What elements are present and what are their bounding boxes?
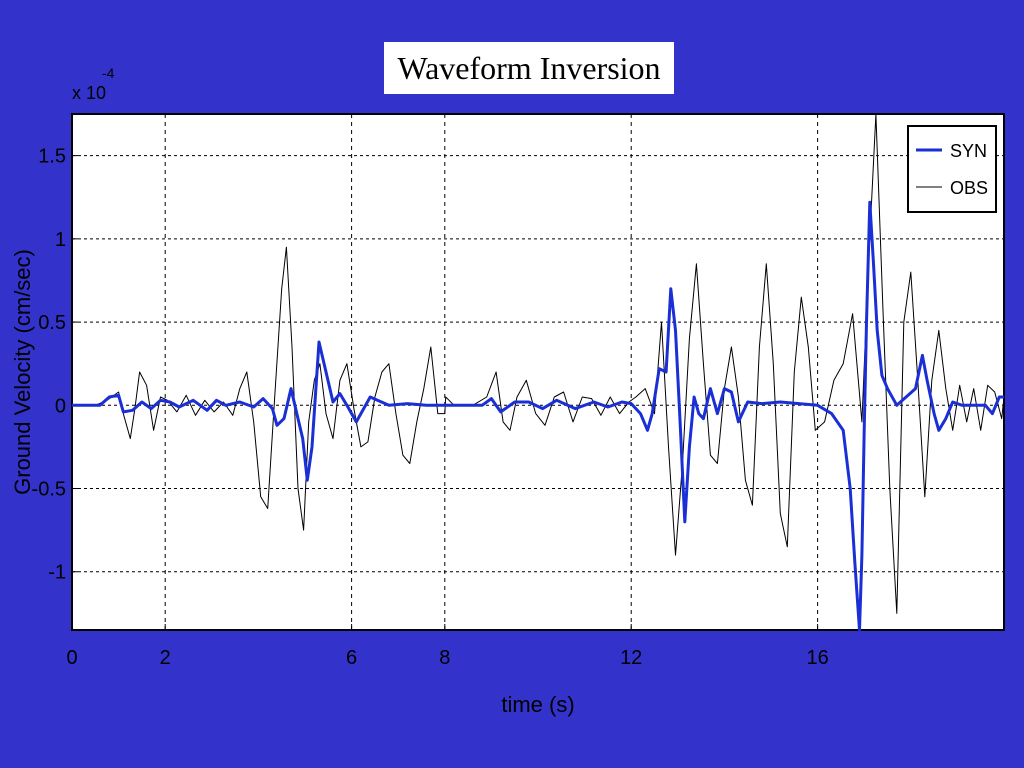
axis-ticks: 0 2 6 8 12 16 -1 -0.5 0 0.5 1 1.5 [32, 146, 829, 669]
x-tick-label: 2 [160, 647, 171, 669]
x-tick-label: 16 [806, 647, 828, 669]
y-axis-label: Ground Velocity (cm/sec) [10, 249, 35, 495]
y-tick-label: 1.5 [38, 146, 66, 168]
series-lines [72, 113, 1005, 632]
y-multiplier-label: x 10 [72, 83, 106, 103]
x-tick-label: 8 [439, 647, 450, 669]
x-axis-label: time (s) [501, 692, 574, 717]
grid-lines [72, 114, 1004, 630]
y-tick-label: 0 [55, 395, 66, 417]
x-tick-label: 0 [66, 647, 77, 669]
legend-label-obs: OBS [950, 178, 988, 198]
chart-title: Waveform Inversion [384, 42, 674, 94]
legend: SYN OBS [907, 125, 997, 213]
legend-label-syn: SYN [950, 141, 987, 161]
series-syn-line [72, 200, 1004, 632]
x-tick-label: 6 [346, 647, 357, 669]
y-tick-label: 0.5 [38, 312, 66, 334]
plot-area [71, 113, 1005, 631]
y-tick-label: 1 [55, 229, 66, 251]
y-tick-label: -0.5 [32, 479, 66, 501]
y-tick-label: -1 [48, 562, 66, 584]
chart-title-text: Waveform Inversion [397, 49, 661, 86]
y-multiplier-exponent: -4 [102, 65, 115, 81]
x-tick-label: 12 [620, 647, 642, 669]
legend-box [907, 125, 997, 213]
